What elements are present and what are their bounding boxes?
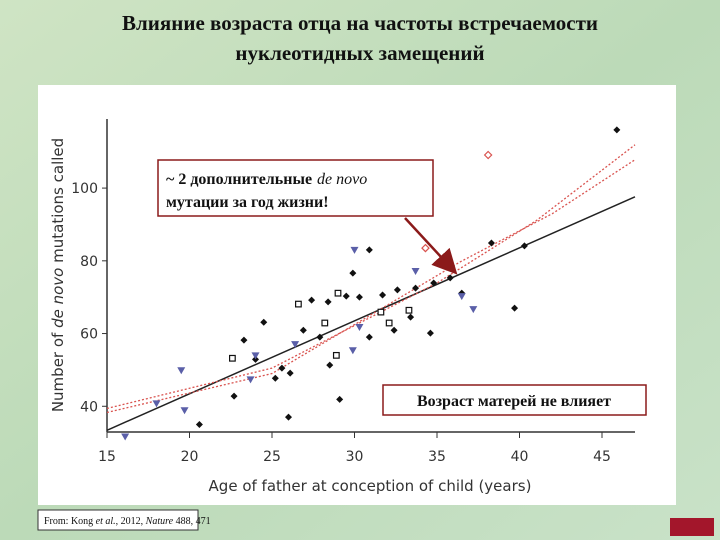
data-point (446, 274, 454, 282)
data-point (121, 433, 130, 441)
data-point (379, 291, 387, 299)
data-point (299, 326, 307, 334)
source-part: Nature (145, 516, 174, 527)
fit-line (106, 196, 636, 431)
data-point (411, 268, 420, 275)
data-point (195, 420, 203, 428)
annotation-text: Возраст матерей не влияет (417, 393, 611, 410)
data-point (377, 308, 385, 316)
data-point (229, 354, 236, 362)
data-point (291, 341, 300, 349)
data-point (469, 306, 478, 314)
y-tick-label: 40 (80, 399, 98, 415)
data-point (271, 374, 279, 382)
x-tick-label: 45 (593, 449, 611, 465)
data-point (260, 318, 268, 326)
data-point (321, 319, 329, 327)
y-tick-label: 60 (80, 327, 98, 343)
source-box (37, 509, 199, 531)
data-point (355, 293, 363, 301)
data-point (457, 293, 466, 301)
x-tick-label: 20 (181, 449, 199, 465)
data-point (342, 292, 350, 300)
annotation-part: de novo (317, 171, 367, 188)
x-axis-label: Age of father at conception of child (ye… (209, 477, 532, 495)
x-tick-label: 40 (511, 449, 529, 465)
data-point (350, 246, 359, 254)
slide-title: нуклеотидных замещений (235, 41, 484, 65)
y-axis-label: Number of de novo mutations called (49, 138, 67, 412)
data-point (355, 324, 364, 331)
plot: 15 20 25 30 35 40 45 40 60 80 100 (71, 119, 636, 465)
data-point (407, 313, 415, 321)
data-point (348, 347, 357, 355)
x-tick-label: 30 (346, 449, 364, 465)
data-point (324, 298, 332, 306)
data-point (332, 351, 340, 359)
data-point (278, 364, 286, 372)
data-point (230, 392, 238, 400)
data-point (365, 246, 373, 254)
data-point (487, 239, 495, 247)
data-point (152, 400, 161, 408)
source-part: From: Kong (44, 516, 96, 527)
y-label-part: mutations called (49, 138, 67, 268)
data-point (251, 352, 260, 360)
annotation-box (382, 384, 647, 416)
data-point (246, 376, 255, 384)
source-part: , 2012, (116, 516, 146, 527)
annotation-text: мутации за год жизни! (166, 194, 329, 211)
fit-line (106, 159, 636, 414)
data-point (613, 126, 621, 134)
source-part: 488, 471 (173, 516, 211, 527)
y-tick-label: 80 (80, 254, 98, 270)
annotation-part: ~ 2 дополнительные (166, 171, 312, 188)
data-point (349, 269, 357, 277)
data-point (336, 395, 344, 403)
data-point (240, 336, 248, 344)
x-tick-label: 15 (98, 449, 116, 465)
data-point (286, 369, 294, 377)
annotation-box (157, 159, 434, 217)
data-point (385, 319, 393, 327)
data-point (316, 333, 324, 341)
y-label-part: Number of (49, 328, 67, 412)
y-label-part: de novo (49, 268, 67, 328)
x-tick-label: 35 (428, 449, 446, 465)
data-point (390, 326, 398, 334)
data-point (334, 289, 342, 297)
data-point (426, 329, 434, 337)
x-tick-label: 25 (263, 449, 281, 465)
data-point (393, 286, 401, 294)
chart-panel (38, 85, 676, 505)
data-point (412, 284, 420, 292)
data-point (295, 300, 302, 308)
annotation-text: ~ 2 дополнительные de novo (166, 171, 367, 188)
data-point (520, 242, 528, 250)
data-point (308, 296, 316, 304)
data-point (326, 361, 334, 369)
source-text: From: Kong et al., 2012, Nature 488, 471 (44, 516, 211, 527)
data-point (483, 150, 493, 160)
data-point (177, 367, 186, 375)
data-point (405, 306, 413, 314)
data-point (180, 407, 189, 415)
data-point (365, 333, 373, 341)
logo (670, 518, 714, 536)
source-part: et al. (96, 516, 116, 527)
data-point (421, 243, 430, 253)
fit-line (106, 144, 636, 410)
data-point (285, 413, 292, 421)
y-tick-label: 100 (71, 181, 98, 197)
data-point (511, 304, 519, 312)
slide-title: Влияние возраста отца на частоты встреча… (122, 11, 598, 35)
annotation-arrow (404, 217, 458, 275)
data-point (430, 279, 438, 287)
